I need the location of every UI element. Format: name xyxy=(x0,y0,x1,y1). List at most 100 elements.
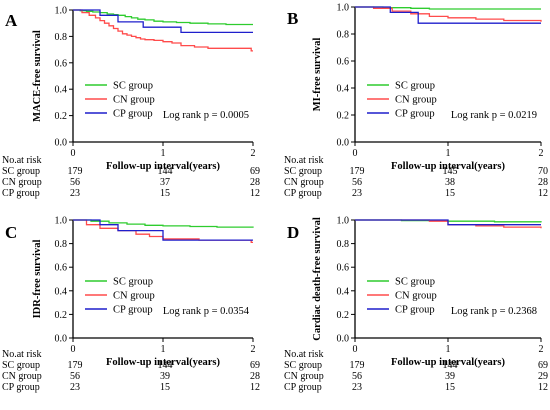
risk-row-label: SC group xyxy=(284,360,322,371)
y-tick-label: 1.0 xyxy=(55,6,68,17)
y-tick-label: 0.6 xyxy=(55,58,68,69)
y-tick-label: 0.4 xyxy=(55,286,68,297)
risk-value: 56 xyxy=(352,177,362,188)
y-tick-label: 0.8 xyxy=(55,239,68,250)
risk-value: 15 xyxy=(445,382,455,393)
risk-row-label: SC group xyxy=(2,360,40,371)
legend-label: CP group xyxy=(113,109,153,120)
log-rank-annotation: Log rank p = 0.0354 xyxy=(163,306,250,317)
legend-label: SC group xyxy=(113,81,153,92)
risk-value: 56 xyxy=(352,371,362,382)
x-tick-label: 1 xyxy=(446,344,451,355)
risk-value: 15 xyxy=(445,188,455,199)
risk-table-header: No.at risk xyxy=(2,349,41,360)
y-tick-label: 0.0 xyxy=(337,138,350,149)
log-rank-annotation: Log rank p = 0.0005 xyxy=(163,110,249,121)
risk-table-header: No.at risk xyxy=(2,155,41,166)
y-axis-label: Cardiac death-free survival xyxy=(312,217,323,341)
y-tick-label: 0.4 xyxy=(55,85,68,96)
risk-value: 69 xyxy=(538,360,548,371)
risk-table-header: No.at risk xyxy=(284,155,323,166)
y-tick-label: 0.6 xyxy=(337,57,350,68)
x-tick-label: 1 xyxy=(161,148,166,159)
risk-value: 179 xyxy=(350,360,365,371)
y-tick-label: 0.2 xyxy=(337,111,350,122)
panel-letter: A xyxy=(5,11,18,30)
risk-value: 28 xyxy=(250,371,260,382)
risk-row-label: CP group xyxy=(284,382,322,393)
panel-letter: C xyxy=(5,223,17,242)
y-tick-label: 0.6 xyxy=(55,263,68,274)
y-tick-label: 0.2 xyxy=(337,310,350,321)
risk-value: 12 xyxy=(250,382,260,393)
x-tick-label: 0 xyxy=(353,344,358,355)
risk-value: 56 xyxy=(70,371,80,382)
risk-value: 144 xyxy=(443,360,458,371)
legend-label: SC group xyxy=(395,81,435,92)
risk-value: 69 xyxy=(250,166,260,177)
risk-value: 179 xyxy=(68,166,83,177)
y-tick-label: 0.8 xyxy=(337,30,350,41)
legend-label: SC group xyxy=(395,277,435,288)
risk-value: 179 xyxy=(68,360,83,371)
legend-label: CN group xyxy=(395,291,437,302)
y-tick-label: 0.0 xyxy=(55,334,68,345)
y-tick-label: 0.8 xyxy=(55,32,68,43)
legend-label: CP group xyxy=(113,305,153,316)
x-tick-label: 0 xyxy=(353,148,358,159)
risk-row-label: CN group xyxy=(2,371,42,382)
panel-letter: B xyxy=(287,9,298,28)
risk-value: 15 xyxy=(160,188,170,199)
series-line-sc xyxy=(73,9,253,26)
risk-value: 37 xyxy=(160,177,170,188)
y-axis-label: IDR-free survival xyxy=(32,240,43,319)
panel-letter: D xyxy=(287,223,299,242)
legend-label: SC group xyxy=(113,277,153,288)
y-axis-label: MACE-free survival xyxy=(32,30,43,122)
risk-value: 23 xyxy=(352,188,362,199)
risk-value: 39 xyxy=(445,371,455,382)
y-tick-label: 0.8 xyxy=(337,239,350,250)
risk-value: 144 xyxy=(158,166,173,177)
risk-value: 12 xyxy=(538,382,548,393)
legend-label: CN group xyxy=(395,95,437,106)
risk-value: 69 xyxy=(250,360,260,371)
risk-value: 38 xyxy=(445,177,455,188)
risk-value: 23 xyxy=(70,188,80,199)
y-tick-label: 1.0 xyxy=(55,216,68,227)
log-rank-annotation: Log rank p = 0.2368 xyxy=(451,306,537,317)
y-tick-label: 0.6 xyxy=(337,263,350,274)
x-tick-label: 2 xyxy=(539,344,544,355)
risk-value: 144 xyxy=(158,360,173,371)
x-tick-label: 1 xyxy=(161,344,166,355)
y-tick-label: 0.4 xyxy=(337,84,350,95)
risk-row-label: CN group xyxy=(2,177,42,188)
risk-row-label: CN group xyxy=(284,371,324,382)
risk-row-label: CN group xyxy=(284,177,324,188)
legend-label: CN group xyxy=(113,95,155,106)
risk-value: 145 xyxy=(443,166,458,177)
risk-row-label: SC group xyxy=(284,166,322,177)
risk-value: 39 xyxy=(160,371,170,382)
x-tick-label: 1 xyxy=(446,148,451,159)
series-line-cp xyxy=(73,219,253,241)
y-tick-label: 0.0 xyxy=(337,334,350,345)
y-tick-label: 0.4 xyxy=(337,286,350,297)
series-line-cn xyxy=(73,9,253,52)
risk-value: 15 xyxy=(160,382,170,393)
series-line-cn xyxy=(355,6,542,22)
risk-value: 23 xyxy=(352,382,362,393)
series-line-cp xyxy=(355,219,541,226)
risk-value: 12 xyxy=(250,188,260,199)
risk-row-label: CP group xyxy=(284,188,322,199)
risk-value: 29 xyxy=(538,371,548,382)
x-axis-label: Follow-up interval(years) xyxy=(106,161,221,172)
risk-row-label: CP group xyxy=(2,382,40,393)
series-line-sc xyxy=(73,219,254,228)
y-tick-label: 1.0 xyxy=(337,3,350,14)
risk-value: 28 xyxy=(250,177,260,188)
y-axis-label: MI-free survival xyxy=(312,38,323,112)
